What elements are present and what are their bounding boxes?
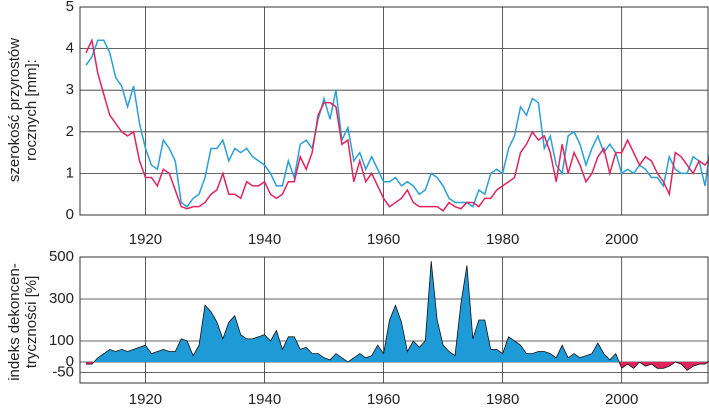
line <box>85 37 709 212</box>
y-tick-label: 5 <box>66 0 74 15</box>
area-positive <box>85 261 708 362</box>
x-tick-label: 1960 <box>367 231 400 248</box>
y-tick-label: 1 <box>66 164 74 181</box>
y-tick-label: -50 <box>52 363 74 380</box>
y-tick-label: 500 <box>49 248 74 265</box>
y-tick-label: 0 <box>66 353 74 370</box>
y-tick-label: 4 <box>66 40 74 57</box>
x-tick-label: 1940 <box>248 391 281 408</box>
area-negative <box>85 362 708 371</box>
y-axis-label: indeks dekoncen- <box>6 263 23 381</box>
y-tick-label: 0 <box>66 206 74 223</box>
x-tick-label: 1980 <box>486 231 519 248</box>
x-tick-label: 1920 <box>129 231 162 248</box>
x-tick-label: 2000 <box>605 391 638 408</box>
y-tick-label: 100 <box>49 332 74 349</box>
x-tick-label: 1940 <box>248 231 281 248</box>
y-axis-label: rocznych [mm]: <box>23 59 40 161</box>
plot-frame <box>79 256 709 384</box>
plot-frame <box>79 6 709 216</box>
x-tick-label: 1920 <box>129 391 162 408</box>
line <box>85 39 709 208</box>
area-outline <box>85 261 709 371</box>
y-tick-label: 3 <box>66 81 74 98</box>
y-axis-label: szerokość przyrostów <box>6 38 23 182</box>
x-tick-label: 2000 <box>605 231 638 248</box>
y-tick-label: 2 <box>66 123 74 140</box>
x-tick-label: 1980 <box>486 391 519 408</box>
y-tick-label: 300 <box>49 290 74 307</box>
x-tick-label: 1960 <box>367 391 400 408</box>
y-axis-label: tryczności [%] <box>23 276 40 369</box>
